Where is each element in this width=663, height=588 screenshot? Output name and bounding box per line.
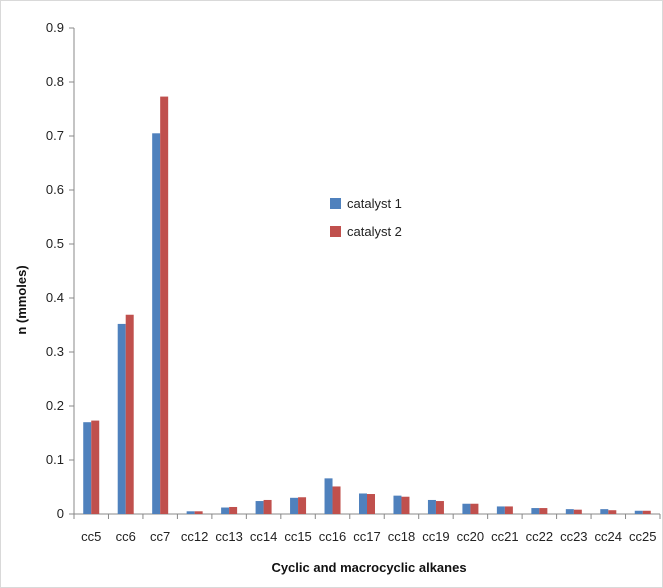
x-tick-label: cc24 — [595, 529, 622, 544]
bar-cc13-series-2 — [229, 506, 238, 514]
bar-cc7-series-2 — [160, 96, 169, 514]
x-axis-title: Cyclic and macrocyclic alkanes — [271, 560, 466, 575]
bar-cc20-series-2 — [470, 503, 479, 514]
bar-cc25-series-1 — [634, 510, 643, 514]
legend: catalyst 1 catalyst 2 — [330, 196, 402, 239]
bar-cc14-series-1 — [255, 501, 264, 514]
bar-cc16-series-2 — [332, 486, 341, 514]
bar-cc6-series-1 — [117, 323, 126, 514]
x-tick-label: cc17 — [353, 529, 380, 544]
bar-cc7-series-1 — [152, 133, 161, 515]
y-tick-label: 0.9 — [46, 20, 64, 35]
bars — [83, 96, 651, 515]
y-tick-label: 0.3 — [46, 344, 64, 359]
bar-cc21-series-1 — [496, 506, 505, 514]
y-tick-label: 0.7 — [46, 128, 64, 143]
bar-cc16-series-1 — [324, 478, 333, 514]
x-tick-label: cc14 — [250, 529, 277, 544]
bar-cc19-series-1 — [427, 499, 436, 514]
bar-cc21-series-2 — [504, 506, 513, 514]
y-tick-label: 0.8 — [46, 74, 64, 89]
x-axis-ticks: cc5 cc6 cc7 cc12 cc13 cc14 cc15 cc16 cc17 cc18 cc1… — [73, 514, 661, 544]
bar-cc15-series-1 — [290, 497, 299, 514]
y-tick-label: 0.2 — [46, 398, 64, 413]
x-tick-label: cc16 — [319, 529, 346, 544]
bar-cc12-series-2 — [194, 511, 203, 514]
x-tick-label: cc19 — [422, 529, 449, 544]
bar-cc22-series-1 — [531, 508, 540, 514]
x-tick-label: cc21 — [491, 529, 518, 544]
x-tick-label: cc18 — [388, 529, 415, 544]
bar-cc23-series-1 — [565, 509, 574, 514]
legend-label-series-2: catalyst 2 — [347, 224, 402, 239]
bar-cc15-series-2 — [298, 497, 307, 514]
bar-cc19-series-2 — [435, 501, 444, 514]
bar-cc17-series-1 — [359, 493, 367, 514]
y-tick-label: 0.5 — [46, 236, 64, 251]
bar-cc22-series-2 — [539, 508, 548, 514]
bar-cc18-series-1 — [393, 495, 402, 514]
x-tick-label: cc23 — [560, 529, 587, 544]
y-tick-label: 0.1 — [46, 452, 64, 467]
x-tick-label: cc15 — [284, 529, 311, 544]
legend-swatch-series-2 — [330, 226, 341, 237]
legend-swatch-series-1 — [330, 198, 341, 209]
bar-cc17-series-2 — [367, 494, 375, 514]
y-tick-label: 0.4 — [46, 290, 64, 305]
bar-cc5-series-1 — [83, 422, 92, 514]
x-tick-label: cc12 — [181, 529, 208, 544]
legend-label-series-1: catalyst 1 — [347, 196, 402, 211]
y-axis-title: n (mmoles) — [14, 265, 29, 334]
bar-cc14-series-2 — [263, 499, 272, 514]
x-tick-label: cc25 — [629, 529, 656, 544]
bar-cc24-series-2 — [608, 510, 617, 514]
y-axis-ticks: 0 0.1 0.2 0.3 0.4 0.5 0.6 0.7 0.8 0.9 — [46, 20, 74, 521]
bar-cc18-series-2 — [401, 496, 410, 514]
bar-cc12-series-1 — [186, 511, 195, 514]
x-tick-label: cc22 — [526, 529, 553, 544]
bar-cc23-series-2 — [573, 509, 582, 514]
bar-cc24-series-1 — [600, 509, 609, 514]
bar-cc6-series-2 — [125, 314, 134, 514]
x-tick-label: cc5 — [81, 529, 101, 544]
x-tick-label: cc20 — [457, 529, 484, 544]
y-tick-label: 0 — [57, 506, 64, 521]
x-tick-label: cc7 — [150, 529, 170, 544]
bar-cc5-series-2 — [91, 420, 100, 514]
bar-cc13-series-1 — [221, 507, 230, 514]
bar-cc25-series-2 — [642, 510, 651, 514]
bar-cc20-series-1 — [462, 503, 471, 514]
x-tick-label: cc6 — [116, 529, 136, 544]
y-tick-label: 0.6 — [46, 182, 64, 197]
x-tick-label: cc13 — [215, 529, 242, 544]
